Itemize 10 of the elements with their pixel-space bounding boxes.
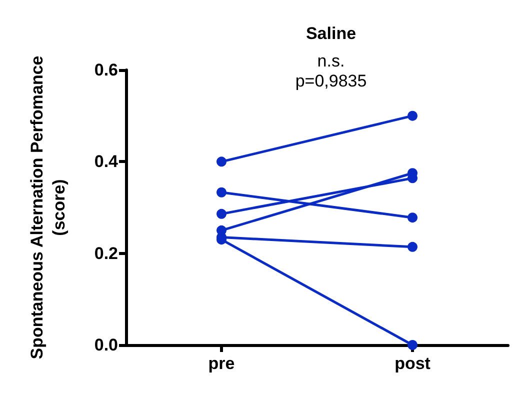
y-tick-label: 0.4	[94, 152, 119, 172]
y-axis-title: Spontaneous Alternation Perfomance (score)	[28, 56, 68, 360]
x-tick-label: pre	[208, 354, 235, 373]
chart-title: Saline	[306, 24, 356, 43]
y-tick-label: 0.0	[94, 336, 118, 354]
annotation: p=0,9835	[295, 72, 367, 90]
y-tick-label: 0.2	[94, 244, 118, 263]
x-tick-label: post	[394, 354, 431, 373]
annotation: n.s.	[317, 52, 345, 70]
y-tick-label: 0.6	[94, 60, 118, 80]
